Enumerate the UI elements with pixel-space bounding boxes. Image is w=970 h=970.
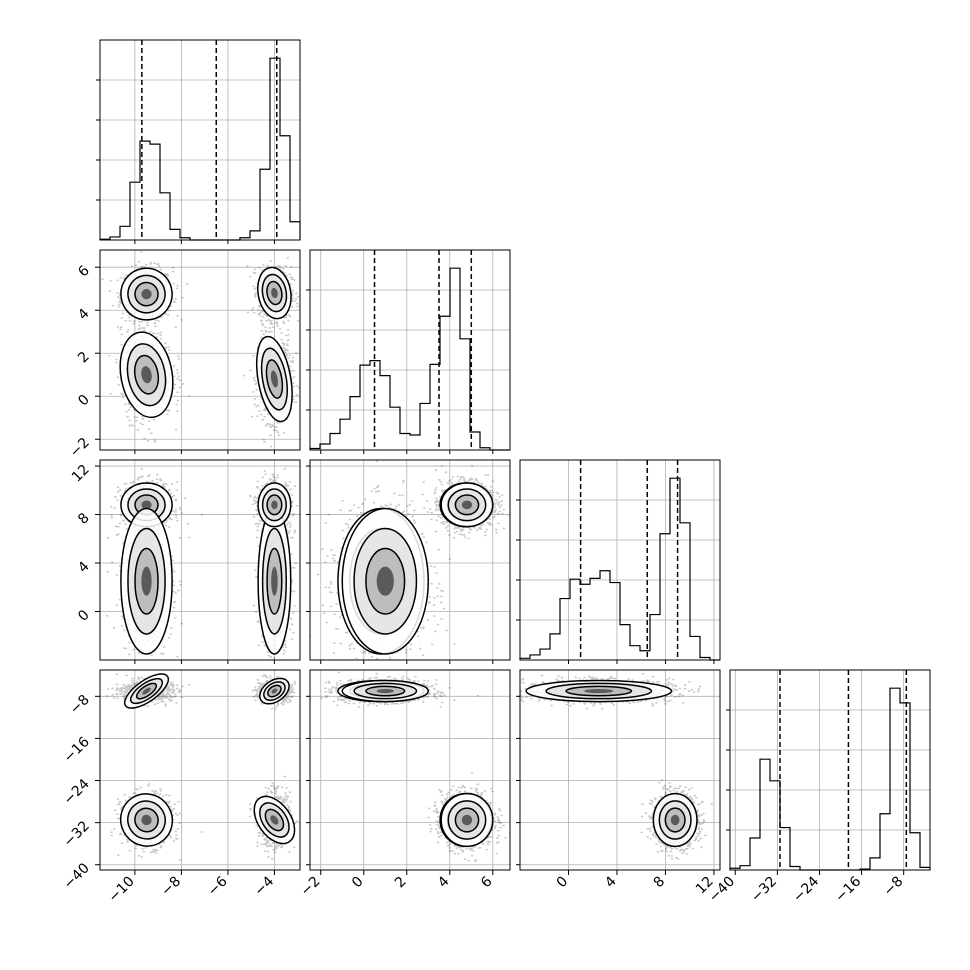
- contour-level: [142, 687, 151, 695]
- scatter-frame: [309, 459, 511, 661]
- histogram-frame-1: [99, 39, 301, 241]
- contour-level: [270, 370, 278, 388]
- contour-level: [141, 500, 152, 510]
- contour-level: [584, 688, 614, 694]
- x-tick-label: 2: [392, 874, 410, 892]
- x-tick-label: 0: [554, 874, 572, 892]
- y-tick-label: −16: [61, 734, 93, 766]
- y-tick-label: 4: [75, 306, 93, 324]
- x-tick-label: 6: [478, 873, 496, 891]
- y-tick-label: 8: [75, 510, 93, 528]
- x-tick-label: −6: [205, 873, 231, 899]
- contour-panel: [120, 482, 292, 655]
- histogram-step-4: [729, 687, 931, 871]
- x-tick-label: −16: [832, 873, 864, 905]
- contour-level: [271, 287, 278, 299]
- x-tick-label: 0: [349, 874, 367, 892]
- scatter-frame: [519, 669, 721, 871]
- contour-panel: [337, 482, 494, 655]
- contour-level: [376, 566, 394, 596]
- y-tick-label: −32: [61, 818, 93, 850]
- x-tick-label: −40: [706, 874, 738, 906]
- contour-panel: [525, 679, 698, 848]
- x-tick-label: −4: [251, 873, 277, 899]
- foreground-layer: −10 −8 −6 −4 −2 0 2 4 6 0 4 8 12 −40 −32 −24 −16 −8 −2 0 2 4 6…: [61, 39, 931, 906]
- histogram-frame-4: [729, 669, 931, 871]
- histogram-step-3: [519, 477, 720, 661]
- y-tick-label: 0: [75, 607, 93, 625]
- contour-level: [271, 688, 278, 694]
- y-tick-label: 2: [75, 349, 93, 367]
- histogram-step-1: [99, 57, 301, 241]
- scatter-frame: [309, 669, 511, 871]
- y-tick-label: −2: [67, 435, 93, 461]
- contour-level: [141, 814, 152, 826]
- contour-level: [670, 814, 680, 826]
- x-tick-label: −2: [298, 874, 324, 900]
- y-tick-label: 12: [69, 462, 93, 486]
- contour-panel: [119, 266, 293, 423]
- x-tick-label: −32: [748, 874, 780, 906]
- y-tick-label: −40: [61, 860, 93, 892]
- histogram-frame-2: [309, 249, 511, 451]
- scatter-frame: [99, 459, 301, 661]
- contour-level: [461, 814, 473, 826]
- y-tick-label: 4: [75, 558, 93, 576]
- y-tick-label: −8: [67, 692, 93, 718]
- contour-level: [271, 500, 278, 510]
- scatter-frame: [99, 669, 301, 871]
- contour-panel: [119, 673, 296, 847]
- x-tick-label: 4: [435, 873, 453, 891]
- x-tick-label: −10: [106, 874, 138, 906]
- x-tick-label: −24: [790, 873, 822, 905]
- contour-level: [271, 566, 278, 596]
- contour-level: [141, 366, 152, 384]
- contour-level: [141, 288, 152, 300]
- x-tick-label: −8: [158, 874, 184, 900]
- x-tick-label: 8: [651, 874, 669, 892]
- contour-level: [461, 500, 473, 510]
- y-tick-label: 6: [75, 263, 93, 281]
- contour-panel: [337, 679, 494, 848]
- contour-level: [376, 688, 394, 694]
- y-tick-label: −24: [61, 776, 93, 808]
- histogram-step-2: [309, 267, 510, 451]
- histogram-frame-3: [519, 459, 721, 661]
- y-tick-label: 0: [75, 392, 93, 410]
- x-tick-label: 4: [602, 873, 620, 891]
- contour-level: [141, 566, 152, 596]
- x-tick-label: −8: [881, 874, 907, 900]
- scatter-frame: [99, 249, 301, 451]
- background-layer: [100, 40, 930, 870]
- contour-level: [270, 815, 279, 825]
